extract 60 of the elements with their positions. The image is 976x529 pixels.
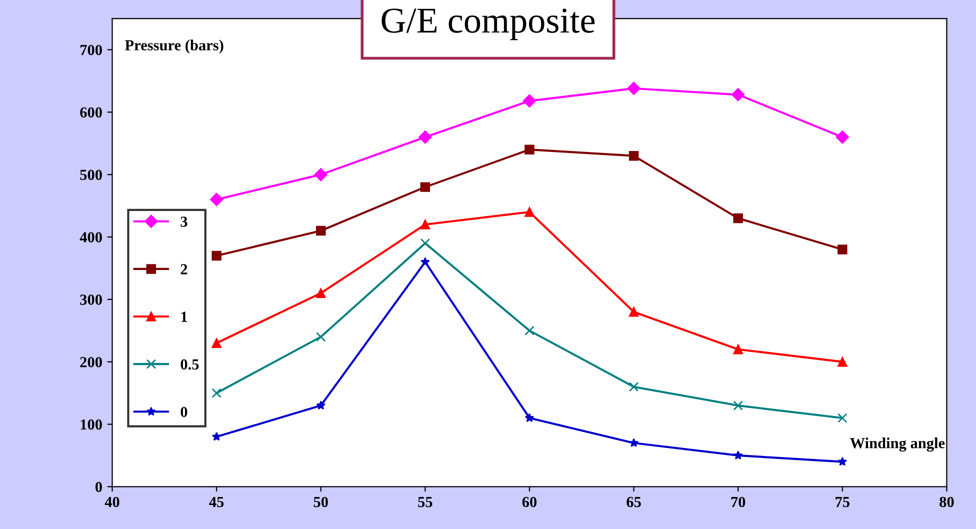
y-axis-title: Pressure (bars) — [125, 40, 224, 54]
y-tick-label: 700 — [80, 44, 102, 56]
point — [524, 144, 534, 154]
point — [210, 192, 224, 206]
point — [836, 130, 849, 144]
point — [420, 257, 430, 266]
point — [316, 400, 326, 410]
point — [212, 338, 222, 348]
legend-label: 0.5 — [180, 359, 199, 370]
point — [838, 244, 848, 254]
x-tick-label: 70 — [731, 496, 746, 508]
point — [522, 94, 536, 108]
point — [732, 88, 745, 102]
point — [524, 413, 534, 422]
point — [733, 344, 743, 354]
legend-label: 1 — [181, 312, 188, 322]
legend-label: 2 — [180, 264, 188, 274]
x-tick-label: 80 — [940, 496, 954, 508]
point — [733, 450, 743, 460]
x-tick-label: 40 — [104, 496, 120, 508]
point — [733, 213, 743, 224]
point — [212, 388, 222, 398]
point — [420, 182, 430, 192]
y-tick-label: 600 — [80, 107, 102, 118]
y-tick-label: 100 — [80, 419, 102, 430]
point — [316, 332, 326, 342]
x-axis-title: Winding angle — [850, 438, 945, 452]
point — [316, 288, 326, 298]
point — [838, 356, 848, 367]
point — [316, 226, 326, 236]
point — [627, 82, 640, 96]
x-tick-label: 55 — [418, 497, 432, 508]
point — [212, 250, 222, 261]
x-tick-label: 60 — [522, 496, 537, 508]
x-tick-label: 75 — [836, 497, 850, 508]
point — [838, 456, 848, 466]
x-tick-label: 65 — [626, 496, 641, 508]
legend-label: 0 — [180, 406, 188, 418]
point — [420, 220, 430, 230]
point — [629, 438, 638, 448]
point — [628, 307, 639, 317]
x-tick-label: 50 — [314, 496, 328, 508]
y-tick-label: 500 — [80, 170, 102, 180]
point — [733, 400, 743, 410]
y-tick-label: 200 — [80, 356, 102, 368]
point — [628, 382, 639, 392]
y-tick-label: 300 — [80, 294, 102, 305]
point — [212, 432, 222, 441]
chart-title: G/E composite — [382, 8, 595, 40]
legend-label: 3 — [180, 216, 188, 227]
y-tick-label: 400 — [80, 232, 102, 242]
y-tick-label: 0 — [95, 482, 102, 492]
point — [314, 168, 328, 182]
point — [628, 150, 639, 161]
point — [524, 326, 534, 336]
point — [838, 413, 848, 423]
x-tick-label: 45 — [209, 496, 224, 508]
point — [420, 238, 430, 248]
point — [524, 207, 534, 217]
point — [418, 130, 432, 144]
